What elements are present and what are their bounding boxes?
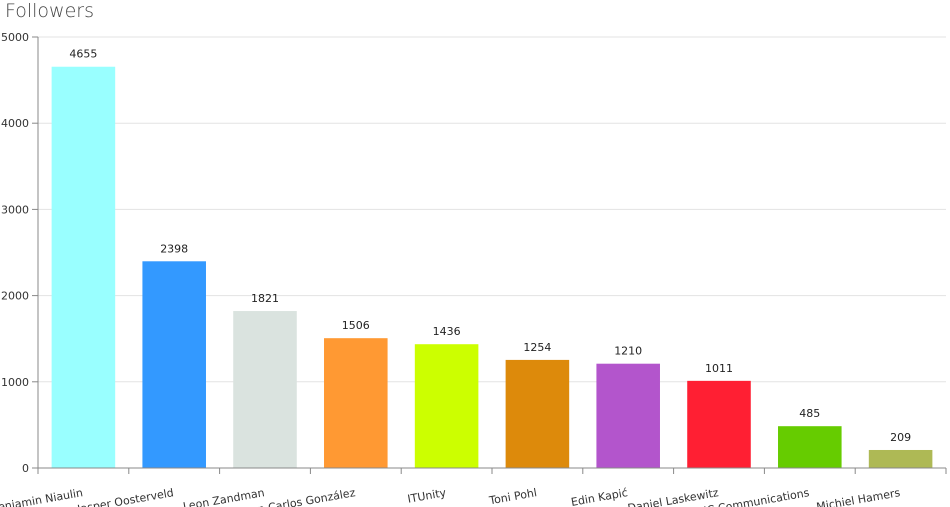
bar — [868, 449, 933, 468]
y-tick-label: 5000 — [1, 31, 29, 44]
data-label: 1821 — [251, 292, 279, 305]
y-tick-label: 4000 — [1, 117, 29, 130]
chart-title: Followers — [5, 0, 94, 22]
data-label: 209 — [890, 431, 911, 444]
bar — [596, 363, 660, 468]
data-label: 1210 — [614, 345, 642, 358]
bar — [687, 380, 751, 468]
x-tick-label: ITUnity — [407, 486, 448, 506]
y-tick-label: 3000 — [1, 203, 29, 216]
bar — [324, 338, 388, 468]
x-tick-label: Edin Kapić — [570, 486, 629, 507]
x-tick-label: Toni Pohl — [487, 486, 538, 507]
bar — [142, 261, 206, 468]
data-label: 1011 — [705, 362, 733, 375]
bar — [778, 426, 842, 468]
data-label: 1436 — [433, 325, 461, 338]
x-tick-label: Jasper Oosterveld — [75, 486, 174, 507]
data-label: 2398 — [160, 242, 188, 255]
x-tick-label: Benjamin Niaulin — [0, 486, 84, 507]
data-label: 1506 — [342, 319, 370, 332]
data-label: 4655 — [69, 48, 97, 61]
bar — [51, 66, 116, 468]
data-label: 485 — [799, 407, 820, 420]
x-tick-label: Michiel Hamers — [815, 486, 901, 507]
y-tick-label: 2000 — [1, 290, 29, 303]
data-label: 1254 — [523, 341, 551, 354]
bar — [505, 359, 570, 468]
bar — [233, 311, 297, 468]
bar — [414, 344, 479, 468]
y-tick-label: 1000 — [1, 376, 29, 389]
y-tick-label: 0 — [22, 462, 29, 475]
